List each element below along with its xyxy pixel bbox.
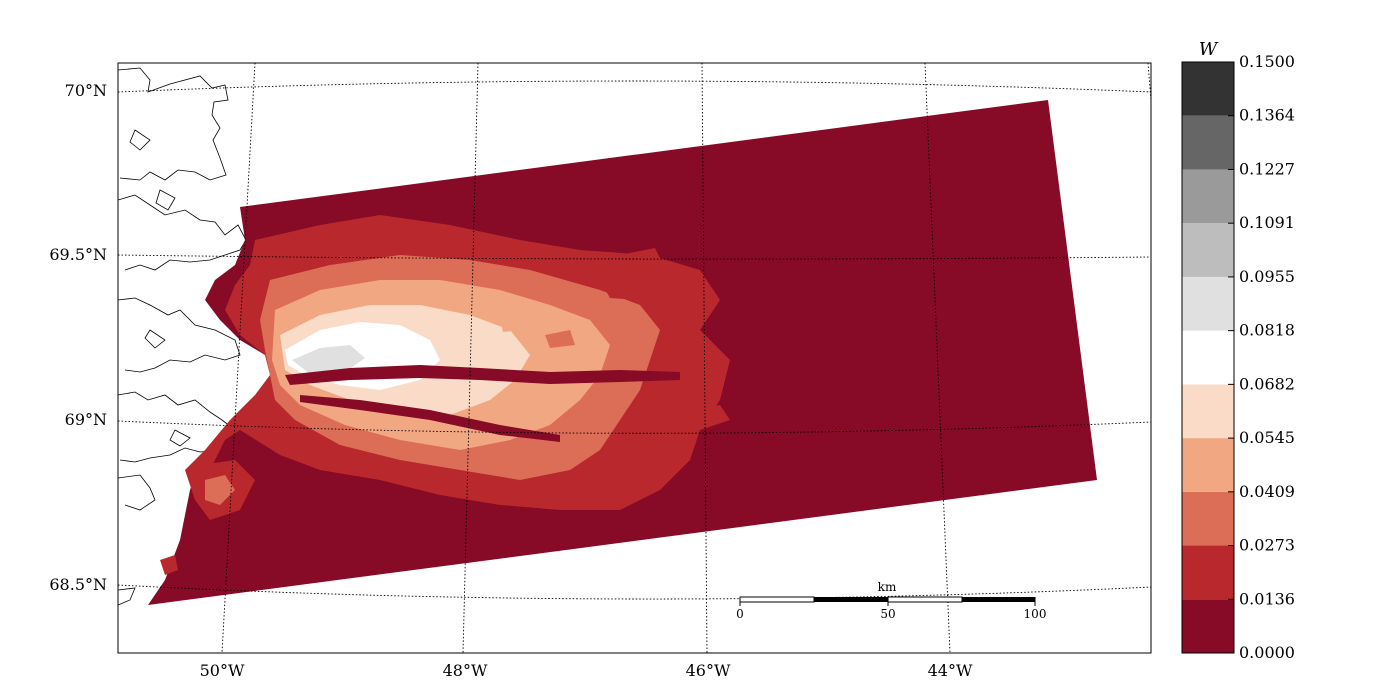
colorbar-swatch	[1182, 330, 1234, 385]
lat-label: 69°N	[65, 410, 107, 429]
colorbar-swatch	[1182, 62, 1234, 116]
scale-bar: km 0 50 100	[736, 580, 1046, 621]
colorbar-tick-label: 0.0273	[1239, 536, 1295, 555]
map-frame	[117, 62, 1152, 654]
colorbar-swatches	[1182, 62, 1234, 653]
scalebar-tick: 50	[880, 607, 895, 621]
plume-contours	[160, 215, 730, 575]
colorbar-tick-label: 0.1364	[1239, 106, 1295, 125]
colorbar-swatch	[1182, 276, 1234, 331]
colorbar-tick-label: 0.1500	[1239, 52, 1295, 71]
colorbar-swatch	[1182, 115, 1234, 170]
colorbar-ticks: 0.0000 0.0136 0.0273 0.0409 0.0545 0.0682 0.08…	[1228, 52, 1295, 662]
latitude-labels: 70°N 69.5°N 69°N 68.5°N	[49, 81, 107, 594]
scalebar-unit: km	[878, 580, 897, 594]
scalebar-tick: 0	[736, 607, 744, 621]
colorbar-tick-label: 0.0136	[1239, 589, 1295, 608]
colorbar-swatch	[1182, 438, 1234, 492]
colorbar-tick-label: 0.0409	[1239, 482, 1295, 501]
lon-label: 50°W	[200, 661, 245, 680]
map-area: km 0 50 100	[118, 63, 1151, 653]
colorbar-swatch	[1182, 384, 1234, 439]
colorbar-tick-label: 0.0000	[1239, 643, 1295, 662]
colorbar-frame	[1181, 61, 1235, 654]
lat-label: 70°N	[65, 81, 107, 100]
colorbar-title: W	[1199, 39, 1219, 60]
lon-label: 44°W	[928, 661, 973, 680]
colorbar-tick-label: 0.1091	[1239, 213, 1295, 232]
lon-label: 48°W	[443, 661, 488, 680]
colorbar: W 0.00000.01360.02730.04090.05450.06820.…	[1181, 39, 1295, 662]
colorbar-tick-label: 0.0682	[1239, 374, 1295, 393]
colorbar-swatch	[1182, 599, 1234, 653]
graticule	[118, 63, 1151, 653]
scalebar-tick: 100	[1024, 607, 1047, 621]
colorbar-swatch	[1182, 545, 1234, 600]
colorbar-tick-label: 0.0955	[1239, 267, 1295, 286]
colorbar-tick-label: 0.1227	[1239, 159, 1295, 178]
lon-label: 46°W	[686, 661, 731, 680]
colorbar-tick-label: 0.0818	[1239, 321, 1295, 340]
colorbar-swatch	[1182, 169, 1234, 224]
lat-label: 69.5°N	[49, 245, 107, 264]
colorbar-swatch	[1182, 223, 1234, 277]
colorbar-tick-label: 0.0545	[1239, 428, 1295, 447]
longitude-labels: 50°W 48°W 46°W 44°W	[200, 661, 973, 680]
lat-label: 68.5°N	[49, 575, 107, 594]
colorbar-swatch	[1182, 491, 1234, 546]
